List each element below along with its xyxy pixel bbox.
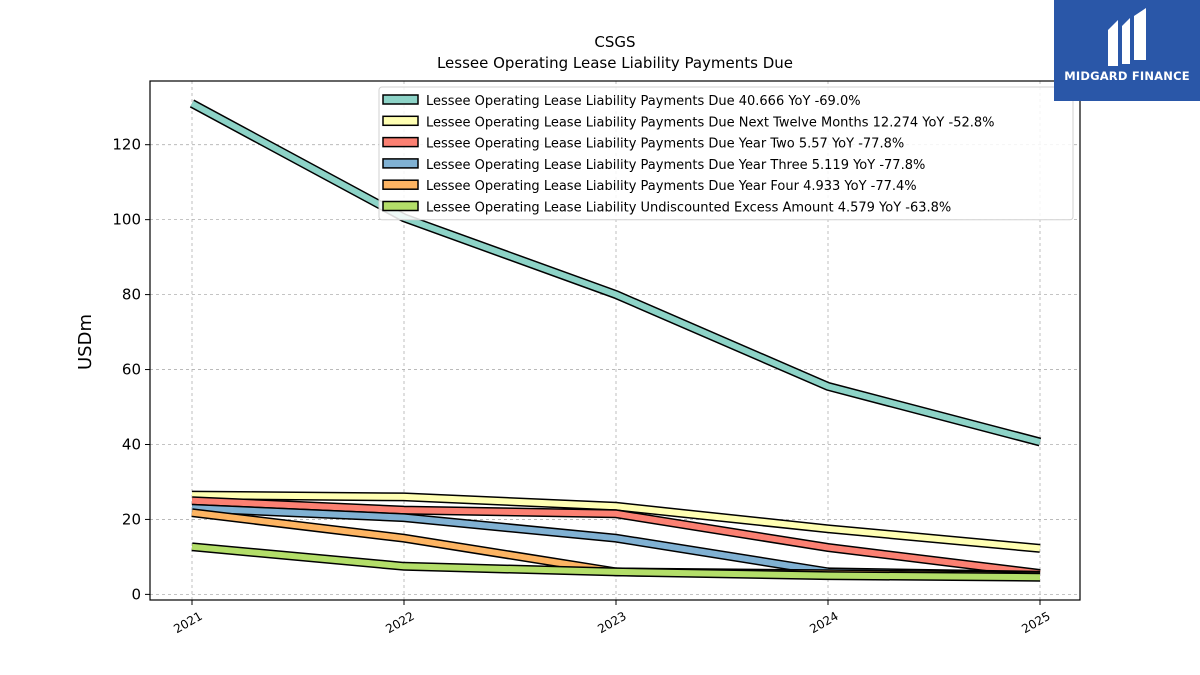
y-axis-label: USDm: [75, 314, 96, 370]
x-tick-label: 2024: [807, 609, 840, 636]
series-line: [189, 99, 1042, 447]
legend-entry: Lessee Operating Lease Liability Undisco…: [426, 201, 951, 216]
x-tick-label: 2022: [383, 609, 416, 636]
y-tick-label: 100: [112, 211, 141, 229]
legend-swatch: [382, 179, 419, 190]
plot-frame: [149, 80, 1081, 601]
x-tick-label: 2025: [1019, 609, 1052, 636]
brand-logo: MIDGARD FINANCE: [1054, 0, 1200, 101]
legend-swatch: [382, 115, 419, 127]
x-tick-label: 2021: [171, 609, 204, 636]
y-tick-label: 20: [122, 510, 141, 528]
legend-swatch: [382, 94, 419, 105]
series-line: [191, 496, 1041, 578]
legend-swatch: [382, 158, 419, 169]
legend-entry: Lessee Operating Lease Liability Payment…: [426, 137, 904, 152]
y-tick-label: 80: [122, 286, 141, 304]
x-tick-label: 2023: [595, 609, 628, 636]
legend: Lessee Operating Lease Liability Payment…: [378, 86, 1074, 221]
legend-entry: Lessee Operating Lease Liability Payment…: [426, 115, 995, 130]
logo-text: MIDGARD FINANCE: [1064, 69, 1190, 83]
y-tick-label: 0: [131, 585, 141, 603]
legend-box: [378, 86, 1074, 221]
midgard-logo-icon: [1108, 8, 1146, 66]
chart-title: CSGS: [594, 33, 635, 51]
y-tick-label: 120: [112, 136, 141, 154]
y-tick-label: 60: [122, 361, 141, 379]
chart-subtitle: Lessee Operating Lease Liability Payment…: [437, 54, 793, 72]
legend-entry: Lessee Operating Lease Liability Payment…: [426, 94, 861, 109]
legend-entry: Lessee Operating Lease Liability Payment…: [426, 179, 917, 194]
series-line: [191, 490, 1041, 553]
series-line: [191, 542, 1041, 582]
legend-entry: Lessee Operating Lease Liability Payment…: [426, 158, 925, 173]
legend-swatch: [382, 136, 419, 148]
legend-swatch: [382, 200, 419, 212]
y-tick-label: 40: [122, 435, 141, 453]
